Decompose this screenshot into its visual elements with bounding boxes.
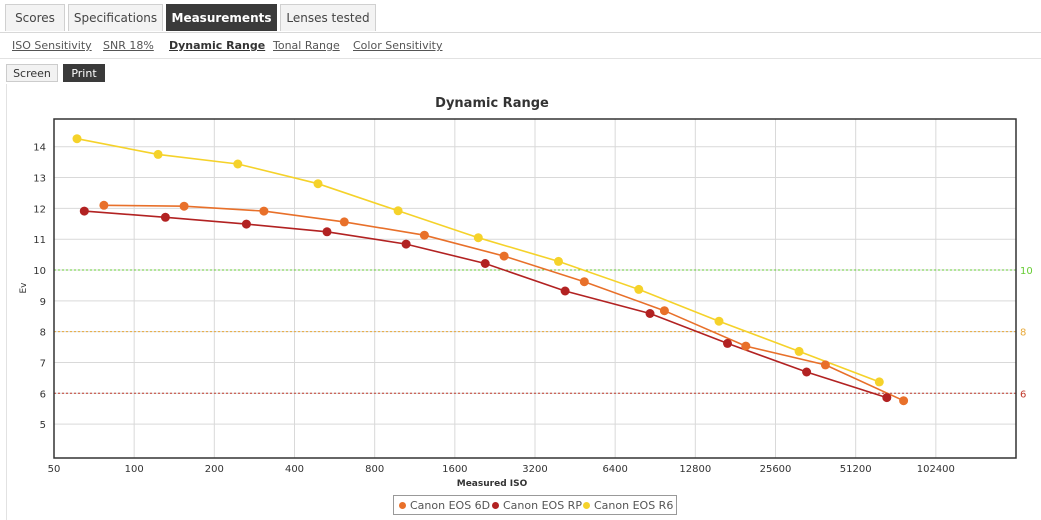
reference-line-label: 10 <box>1020 266 1033 277</box>
data-point[interactable] <box>322 227 332 237</box>
y-tick-label: 8 <box>40 328 46 339</box>
data-point[interactable] <box>741 341 751 351</box>
data-point[interactable] <box>659 306 669 316</box>
x-tick-label: 25600 <box>760 464 792 475</box>
x-tick-label: 200 <box>205 464 224 475</box>
legend-marker <box>492 502 499 509</box>
x-tick-label: 1600 <box>442 464 467 475</box>
y-tick-label: 11 <box>33 235 46 246</box>
measurement-subtabs: ISO Sensitivity SNR 18% Dynamic Range To… <box>0 33 1041 57</box>
x-tick-label: 800 <box>365 464 384 475</box>
dynamic-range-chart: Dynamic Range Measured ISO Ev 50 100 200 40… <box>19 96 1033 489</box>
data-point[interactable] <box>401 239 411 249</box>
subtab-tonal-range[interactable]: Tonal Range <box>273 39 340 52</box>
legend-item-eos-6d[interactable]: Canon EOS 6D <box>399 499 490 512</box>
data-point[interactable] <box>480 259 490 268</box>
view-toggle-bar: Screen Print <box>0 58 1041 85</box>
chart-legend: Canon EOS 6D Canon EOS RP Canon EOS R6 <box>393 495 677 515</box>
y-tick-label: 13 <box>33 174 46 185</box>
tab-measurements[interactable]: Measurements <box>166 4 277 31</box>
data-point[interactable] <box>313 179 323 189</box>
y-tick-label: 10 <box>33 266 46 277</box>
data-point[interactable] <box>499 251 509 261</box>
data-point[interactable] <box>802 367 812 377</box>
data-point[interactable] <box>241 219 251 229</box>
x-tick-label: 50 <box>48 464 61 475</box>
data-point[interactable] <box>820 360 830 370</box>
legend-item-eos-r6[interactable]: Canon EOS R6 <box>583 499 673 512</box>
tab-specifications[interactable]: Specifications <box>68 4 163 31</box>
data-point[interactable] <box>560 286 570 296</box>
screen-button[interactable]: Screen <box>6 64 58 82</box>
data-point[interactable] <box>882 393 892 403</box>
subtab-color-sensitivity[interactable]: Color Sensitivity <box>353 39 443 52</box>
print-button[interactable]: Print <box>63 64 105 82</box>
x-tick-label: 100 <box>125 464 144 475</box>
y-axis-label: Ev <box>19 282 29 294</box>
legend-label: Canon EOS 6D <box>410 499 491 512</box>
data-point[interactable] <box>179 201 189 211</box>
y-tick-label: 7 <box>40 358 46 369</box>
data-point[interactable] <box>99 200 109 210</box>
legend-item-eos-rp[interactable]: Canon EOS RP <box>492 499 582 512</box>
data-point[interactable] <box>160 212 170 222</box>
x-axis-label: Measured ISO <box>457 479 528 489</box>
legend-label: Canon EOS R6 <box>594 499 674 512</box>
x-tick-label: 400 <box>285 464 304 475</box>
data-point[interactable] <box>72 134 82 144</box>
legend-label: Canon EOS RP <box>503 499 582 512</box>
x-tick-label: 12800 <box>679 464 711 475</box>
tab-bar: Scores Specifications Measurements Lense… <box>0 0 1041 33</box>
data-point[interactable] <box>645 309 655 318</box>
data-point[interactable] <box>339 217 349 227</box>
chart-title: Dynamic Range <box>435 96 549 111</box>
data-point[interactable] <box>79 206 89 216</box>
reference-line-label: 8 <box>1020 328 1026 339</box>
data-point[interactable] <box>554 256 563 266</box>
data-point[interactable] <box>579 277 589 287</box>
data-point[interactable] <box>393 206 403 216</box>
x-tick-label: 3200 <box>522 464 547 475</box>
data-point[interactable] <box>153 149 163 159</box>
data-point[interactable] <box>723 338 732 348</box>
x-tick-label: 102400 <box>917 464 955 475</box>
subtab-snr-18[interactable]: SNR 18% <box>103 39 154 52</box>
x-tick-label: 51200 <box>840 464 872 475</box>
y-tick-label: 12 <box>33 204 46 215</box>
y-tick-label: 14 <box>33 143 46 154</box>
data-point[interactable] <box>899 396 909 406</box>
data-point[interactable] <box>714 316 724 326</box>
y-tick-label: 6 <box>40 389 46 400</box>
y-tick-label: 9 <box>40 297 46 308</box>
chart-container: Dynamic Range Measured ISO Ev 50 100 200 40… <box>6 84 1041 520</box>
reference-line-label: 6 <box>1020 389 1026 400</box>
tab-scores[interactable]: Scores <box>5 4 65 31</box>
data-point[interactable] <box>794 346 804 356</box>
data-point[interactable] <box>473 233 483 243</box>
subtab-iso-sensitivity[interactable]: ISO Sensitivity <box>12 39 92 52</box>
data-point[interactable] <box>259 206 269 216</box>
data-point[interactable] <box>874 377 884 387</box>
data-point[interactable] <box>634 284 644 294</box>
legend-marker <box>399 502 406 509</box>
y-tick-label: 5 <box>40 420 46 431</box>
plot-border <box>53 118 1017 459</box>
subtab-dynamic-range[interactable]: Dynamic Range <box>169 39 266 52</box>
tab-lenses-tested[interactable]: Lenses tested <box>280 4 376 31</box>
legend-marker <box>583 502 590 509</box>
data-point[interactable] <box>233 159 243 169</box>
data-point[interactable] <box>419 230 429 240</box>
x-tick-label: 6400 <box>602 464 627 475</box>
